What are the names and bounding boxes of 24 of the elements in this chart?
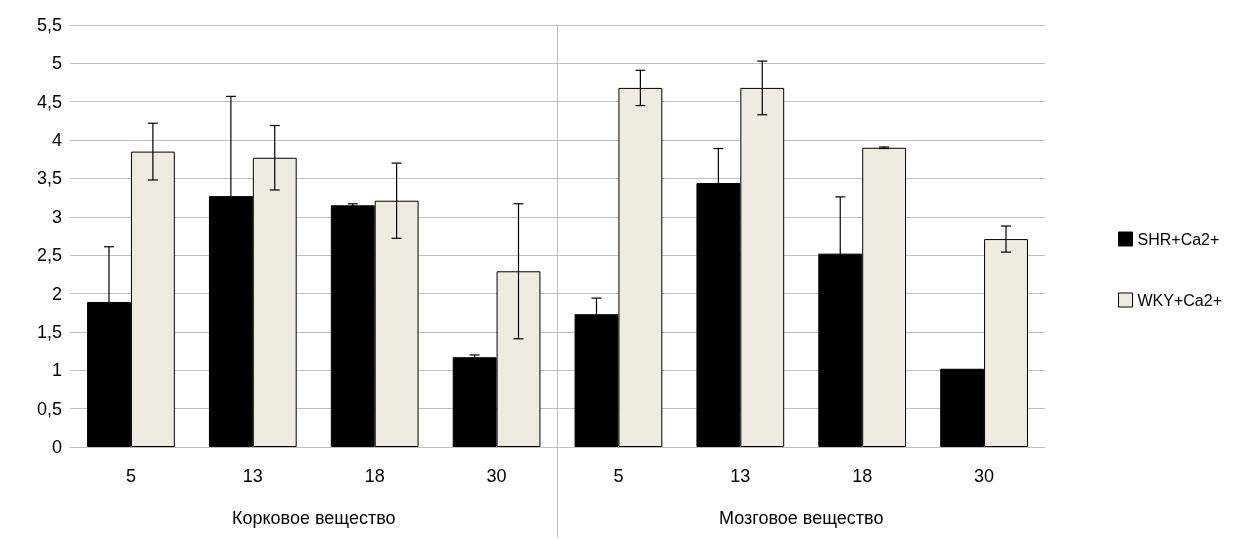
x-tick-label: 30: [974, 466, 995, 486]
y-tick-label: 3,5: [36, 168, 62, 189]
y-tick-label: 0,5: [36, 398, 62, 419]
x-tick-label: 13: [730, 466, 751, 486]
legend-label: SHR+Ca2+: [1137, 230, 1220, 248]
x-tick-label: 18: [852, 466, 873, 486]
x-tick-label: 18: [364, 466, 385, 486]
text: Корковое вещество: [231, 508, 396, 528]
x-tick-label: 30: [486, 466, 507, 486]
x-tick-label: 5: [613, 466, 624, 486]
y-tick-label: 1: [51, 360, 62, 381]
x-tick-label: 5: [125, 466, 136, 486]
y-tick-label: 4: [51, 130, 62, 151]
y-tick-label: 1,5: [36, 321, 62, 342]
y-tick-label: 0: [51, 437, 62, 457]
y-tick-label: 2: [51, 283, 62, 304]
y-tick-label: 5: [51, 53, 62, 74]
y-tick-label: 3: [51, 206, 62, 227]
x-tick-label: 13: [242, 466, 263, 486]
text: Мозговое вещество: [719, 508, 884, 528]
y-tick-label: 4,5: [36, 91, 62, 112]
y-tick-label: 5,5: [36, 15, 62, 35]
y-tick-label: 2,5: [36, 245, 62, 266]
legend-label: WKY+Ca2+: [1137, 291, 1222, 309]
